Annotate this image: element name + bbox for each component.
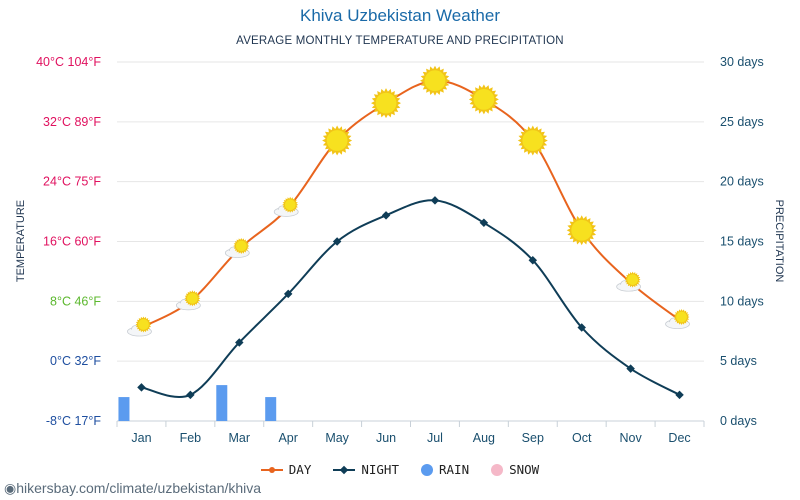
source-link-text: hikersbay.com/climate/uzbekistan/khiva: [16, 480, 262, 496]
legend-day-label: DAY: [288, 462, 312, 477]
source-link[interactable]: ◉hikersbay.com/climate/uzbekistan/khiva: [4, 480, 261, 497]
sun-disc: [374, 91, 398, 115]
left-tick-label: 0°C 32°F: [50, 354, 101, 368]
right-tick-label: 10 days: [720, 294, 764, 308]
night-point: [283, 289, 293, 299]
sun-disc: [675, 310, 688, 324]
sun-icon: [371, 88, 401, 119]
legend-snow[interactable]: SNOW: [491, 462, 539, 477]
night-point: [235, 338, 244, 347]
sun-disc: [186, 292, 199, 305]
sun-disc: [137, 318, 150, 331]
left-tick-label: -8°C 17°F: [46, 414, 102, 428]
night-point: [626, 364, 635, 373]
small-sun-icon: [282, 196, 299, 213]
left-tick-label: 8°C 46°F: [50, 294, 101, 308]
night-point: [137, 383, 146, 392]
small-sun-icon: [135, 316, 152, 333]
left-tick-label: 32°C 89°F: [43, 115, 101, 129]
sun-icon: [517, 125, 548, 156]
legend-rain-label: RAIN: [439, 462, 470, 477]
small-sun-icon: [673, 309, 690, 325]
night-point: [577, 323, 586, 332]
x-tick-label: Mar: [229, 431, 251, 445]
right-tick-label: 5 days: [720, 354, 757, 368]
small-sun-icon: [624, 271, 641, 288]
sun-disc: [472, 88, 496, 111]
x-tick-label: Jun: [376, 431, 396, 445]
night-point: [186, 390, 195, 400]
night-point: [381, 211, 391, 220]
sun-icon: [420, 65, 450, 96]
right-tick-label: 20 days: [720, 175, 764, 189]
y-axis-title-right: PRECIPITATION: [773, 200, 785, 283]
night-point: [332, 237, 342, 246]
sun-icon: [468, 84, 499, 115]
night-point: [675, 390, 684, 400]
small-sun-icon: [233, 238, 250, 254]
left-tick-label: 40°C 104°F: [36, 55, 101, 69]
x-tick-label: Aug: [473, 431, 495, 445]
x-tick-label: Jan: [131, 431, 151, 445]
right-tick-label: 15 days: [720, 235, 764, 249]
pin-icon: ◉: [4, 480, 17, 496]
sun-disc: [284, 198, 297, 212]
right-tick-label: 0 days: [720, 414, 757, 428]
small-sun-icon: [184, 290, 201, 307]
legend-day[interactable]: DAY: [260, 462, 312, 477]
sun-icon: [322, 125, 353, 156]
night-point: [479, 218, 489, 228]
sun-disc: [626, 273, 639, 286]
x-tick-label: Feb: [180, 431, 202, 445]
sun-icon: [566, 215, 597, 246]
night-point: [528, 255, 538, 265]
right-tick-label: 25 days: [720, 115, 764, 129]
x-tick-label: Jul: [427, 431, 443, 445]
right-tick-label: 30 days: [720, 55, 764, 69]
sun-disc: [235, 239, 248, 253]
legend-snow-label: SNOW: [509, 462, 540, 477]
left-tick-label: 16°C 60°F: [43, 235, 101, 249]
chart-title: Khiva Uzbekistan Weather: [299, 6, 500, 25]
legend-rain[interactable]: RAIN: [421, 462, 469, 477]
rain-bar: [216, 385, 228, 421]
sun-disc: [325, 129, 349, 152]
y-axis-title: TEMPERATURE: [15, 200, 27, 282]
x-tick-label: May: [325, 431, 349, 445]
snow-dot-icon: [491, 463, 504, 476]
left-tick-label: 24°C 75°F: [43, 175, 101, 189]
rain-dot-icon: [421, 463, 433, 476]
chart-legend: DAY NIGHT RAIN SNOW: [0, 462, 800, 477]
x-tick-label: Nov: [620, 431, 643, 445]
night-line: [141, 199, 681, 398]
rain-bar: [265, 397, 277, 421]
x-tick-label: Dec: [668, 431, 690, 445]
sun-disc: [521, 129, 544, 152]
day-line-icon: [260, 466, 283, 473]
night-point: [430, 196, 440, 205]
night-line-icon: [333, 465, 356, 474]
x-tick-label: Apr: [278, 431, 297, 445]
chart-subtitle: AVERAGE MONTHLY TEMPERATURE AND PRECIPIT…: [236, 35, 564, 47]
sun-disc: [570, 219, 593, 242]
legend-night-label: NIGHT: [361, 462, 399, 477]
x-tick-label: Oct: [572, 431, 592, 445]
legend-night[interactable]: NIGHT: [333, 462, 399, 477]
x-tick-label: Sep: [522, 431, 544, 445]
sun-disc: [423, 69, 447, 92]
rain-bar: [118, 397, 130, 421]
